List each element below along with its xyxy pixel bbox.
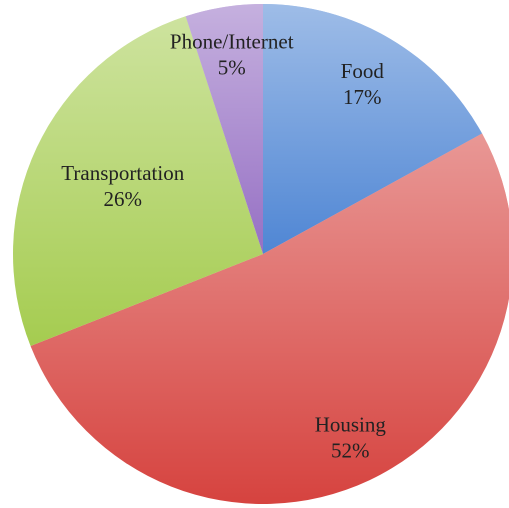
slice-sheen (263, 4, 483, 254)
slice-label: Phone/Internet (170, 29, 294, 53)
slice-label: Housing (315, 412, 387, 436)
slice-value-label: 5% (218, 55, 246, 79)
slice-value-label: 17% (343, 85, 382, 109)
slice-label: Food (341, 59, 385, 83)
slice-sheen (185, 4, 263, 254)
slice-sheen (12, 16, 263, 347)
slice-value-label: 26% (104, 187, 143, 211)
slice-sheen (30, 133, 509, 504)
slice-label: Transportation (61, 161, 184, 185)
slice-value-label: 52% (331, 438, 370, 462)
